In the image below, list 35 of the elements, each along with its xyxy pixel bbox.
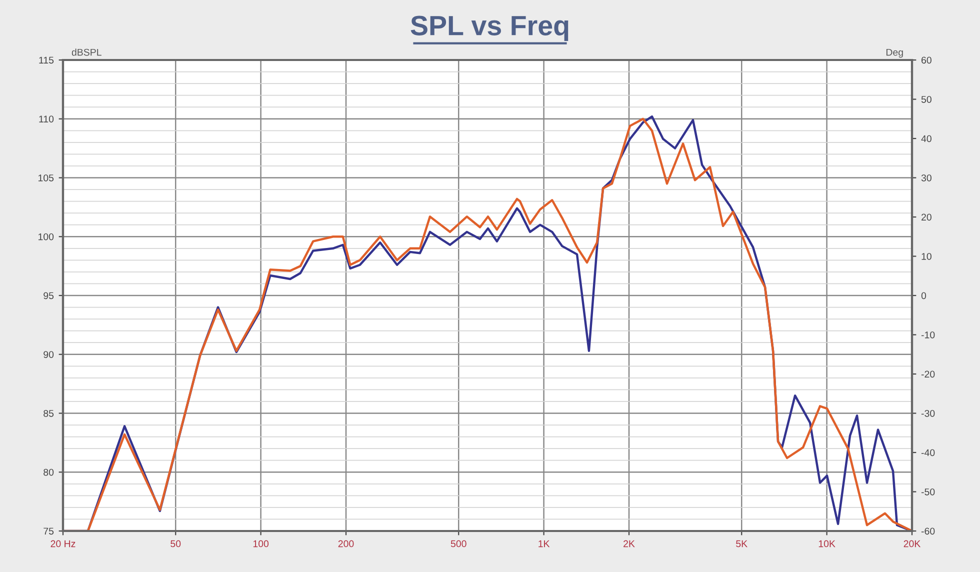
y2-tick-label: -30: [921, 410, 935, 417]
x-tick-label: 20 Hz: [50, 540, 76, 548]
x-tick-label: 2K: [624, 540, 635, 548]
y2-tick-label: 0: [921, 292, 926, 300]
x-tick-label: 200: [338, 540, 354, 548]
y2-tick-label: -60: [921, 528, 935, 535]
x-tick-label: 50: [170, 540, 181, 548]
x-tick-label: 10K: [818, 540, 836, 548]
x-tick-label: 20K: [904, 540, 921, 548]
y-tick-label: 115: [39, 56, 54, 64]
y-tick-label: 100: [38, 233, 54, 240]
x-tick-label: 1K: [538, 540, 550, 548]
y2-tick-label: 60: [922, 56, 932, 64]
y2-tick-label: -10: [921, 331, 935, 338]
y-tick-label: 105: [38, 174, 54, 182]
y2-tick-label: 50: [921, 96, 932, 103]
y-tick-label: 80: [44, 468, 54, 476]
y2-tick-label: 10: [922, 252, 932, 260]
chart-title: SPL vs Freq: [410, 16, 568, 41]
y-axis-title: dBSPL: [72, 48, 102, 56]
x-tick-label: 500: [450, 540, 466, 548]
y2-tick-label: -40: [921, 449, 935, 456]
y2-axis-title: Deg: [886, 48, 903, 58]
x-tick-label: 100: [253, 540, 269, 548]
y-tick-label: 90: [44, 351, 54, 358]
y2-tick-label: 20: [922, 214, 932, 221]
y-tick-label: 75: [44, 528, 54, 535]
y2-tick-label: 40: [921, 135, 932, 142]
y-tick-label: 110: [39, 116, 54, 122]
y-tick-label: 95: [44, 292, 54, 300]
y2-tick-label: -50: [921, 488, 935, 496]
y-tick-label: 85: [44, 410, 54, 417]
y2-tick-label: 30: [921, 174, 932, 182]
y2-tick-label: -20: [921, 370, 935, 378]
x-tick-label: 5K: [736, 540, 748, 548]
